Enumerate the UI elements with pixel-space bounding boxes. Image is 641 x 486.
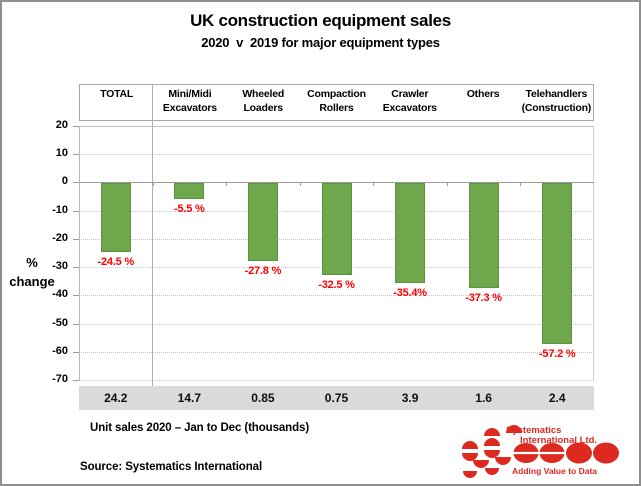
bar xyxy=(321,183,352,276)
logo-halfmoon-cluster xyxy=(462,425,619,478)
gridline xyxy=(79,323,594,325)
unit-sales-value: 3.9 xyxy=(401,391,419,405)
unit-sales-value: 0.75 xyxy=(324,391,349,405)
y-tick-label: -40 xyxy=(52,288,68,301)
category-header-line: Loaders xyxy=(243,101,283,114)
logo-oval-3 xyxy=(566,442,592,464)
x-axis-tick xyxy=(152,183,154,187)
y-tick-label: -70 xyxy=(52,373,68,385)
y-tick-mark xyxy=(73,323,79,325)
category-header-line: Excavators xyxy=(382,101,437,114)
category-header-line: Mini/Midi xyxy=(168,88,212,100)
y-tick-label: 20 xyxy=(55,119,68,131)
systematics-logo: Systematics International Ltd. Adding Va… xyxy=(462,425,619,478)
bar-value-label: -57.2 % xyxy=(538,348,576,361)
y-tick-label: -20 xyxy=(52,231,68,244)
logo-name-line1: Systematics xyxy=(506,425,561,436)
category-header: Mini/Midi Excavators xyxy=(153,85,226,120)
x-axis-tick xyxy=(299,183,301,187)
category-header: Wheeled Loaders xyxy=(227,85,300,120)
title-block: UK construction equipment sales 2020 v 2… xyxy=(2,11,639,50)
logo-tagline: Adding Value to Data xyxy=(512,466,597,476)
category-header: Compaction Rollers xyxy=(300,85,373,120)
category-header-line: Telehandlers xyxy=(525,88,588,100)
y-axis-title-line2: change xyxy=(9,273,55,289)
bar-value-label: -35.4% xyxy=(393,287,427,300)
category-header-line: Compaction xyxy=(307,88,366,100)
plot-area xyxy=(79,126,594,380)
zero-axis-line xyxy=(79,181,594,183)
category-header-line: (Construction) xyxy=(521,101,592,114)
unit-sales-value: 1.6 xyxy=(475,391,492,405)
bar-value-label: -27.8 % xyxy=(244,265,282,278)
category-header-line: Others xyxy=(466,88,500,100)
source-note: Source: Systematics International xyxy=(80,461,263,473)
gridline xyxy=(79,295,594,297)
y-axis-title: % change xyxy=(3,254,61,292)
bar-value-label: -5.5 % xyxy=(174,203,205,216)
unit-sales-strip xyxy=(79,386,594,410)
bar xyxy=(542,183,573,345)
bar xyxy=(174,183,205,200)
y-tick-mark xyxy=(73,295,79,297)
logo-name-line2: International Ltd. xyxy=(520,435,597,446)
bar xyxy=(100,183,131,253)
x-axis-tick xyxy=(520,183,522,187)
y-tick-label: -60 xyxy=(52,344,68,357)
y-tick-label: 0 xyxy=(61,175,68,188)
logo-oval-4 xyxy=(593,442,619,464)
unit-sales-value: 2.4 xyxy=(548,391,566,405)
y-tick-mark xyxy=(73,126,79,127)
category-header-line: Rollers xyxy=(319,101,354,114)
y-tick-mark xyxy=(73,351,79,353)
unit-sales-value: 14.7 xyxy=(177,391,202,405)
y-tick-label: -30 xyxy=(52,260,68,273)
category-header: Crawler Excavators xyxy=(373,85,446,120)
category-header-row: TOTAL Mini/Midi Excavators Wheeled Loaders Co… xyxy=(79,84,594,121)
bar xyxy=(395,183,426,284)
y-tick-mark xyxy=(73,267,79,269)
bar-value-label: -32.5 % xyxy=(318,279,355,292)
x-axis-tick xyxy=(446,183,448,187)
category-header: Telehandlers (Construction) xyxy=(520,85,593,120)
y-tick-label: -50 xyxy=(52,316,68,329)
unit-sales-value: 24.2 xyxy=(104,391,128,405)
category-header-line: TOTAL xyxy=(100,88,134,100)
category-header-line: Wheeled xyxy=(242,88,285,100)
bar xyxy=(468,183,499,289)
y-tick-label: -10 xyxy=(52,203,68,216)
x-axis-tick xyxy=(373,183,375,187)
unit-sales-value: 0.85 xyxy=(251,391,275,405)
gridline xyxy=(79,351,594,353)
chart-title: UK construction equipment sales xyxy=(190,11,451,30)
unit-sales-caption: Unit sales 2020 – Jan to Dec (thousands) xyxy=(90,422,310,434)
y-tick-mark xyxy=(73,182,79,184)
y-tick-mark xyxy=(73,210,79,212)
bar xyxy=(247,183,278,262)
x-axis-tick xyxy=(226,183,228,187)
y-axis-title-line1: % xyxy=(26,255,38,270)
category-header: Others xyxy=(446,85,519,120)
y-tick-label: 10 xyxy=(55,147,68,160)
category-header: TOTAL xyxy=(80,85,153,120)
bar-value-label: -37.3 % xyxy=(465,292,502,305)
y-tick-mark xyxy=(73,380,79,381)
y-tick-mark xyxy=(73,154,79,156)
category-header-line: Crawler xyxy=(391,88,429,100)
total-column-separator xyxy=(152,84,153,410)
gridline xyxy=(79,380,594,381)
bar-value-label: -24.5 % xyxy=(97,256,135,269)
y-tick-mark xyxy=(73,238,79,240)
category-header-line: Excavators xyxy=(162,101,217,114)
gridline xyxy=(79,154,594,156)
chart-subtitle: 2020 v 2019 for major equipment types xyxy=(201,35,440,50)
